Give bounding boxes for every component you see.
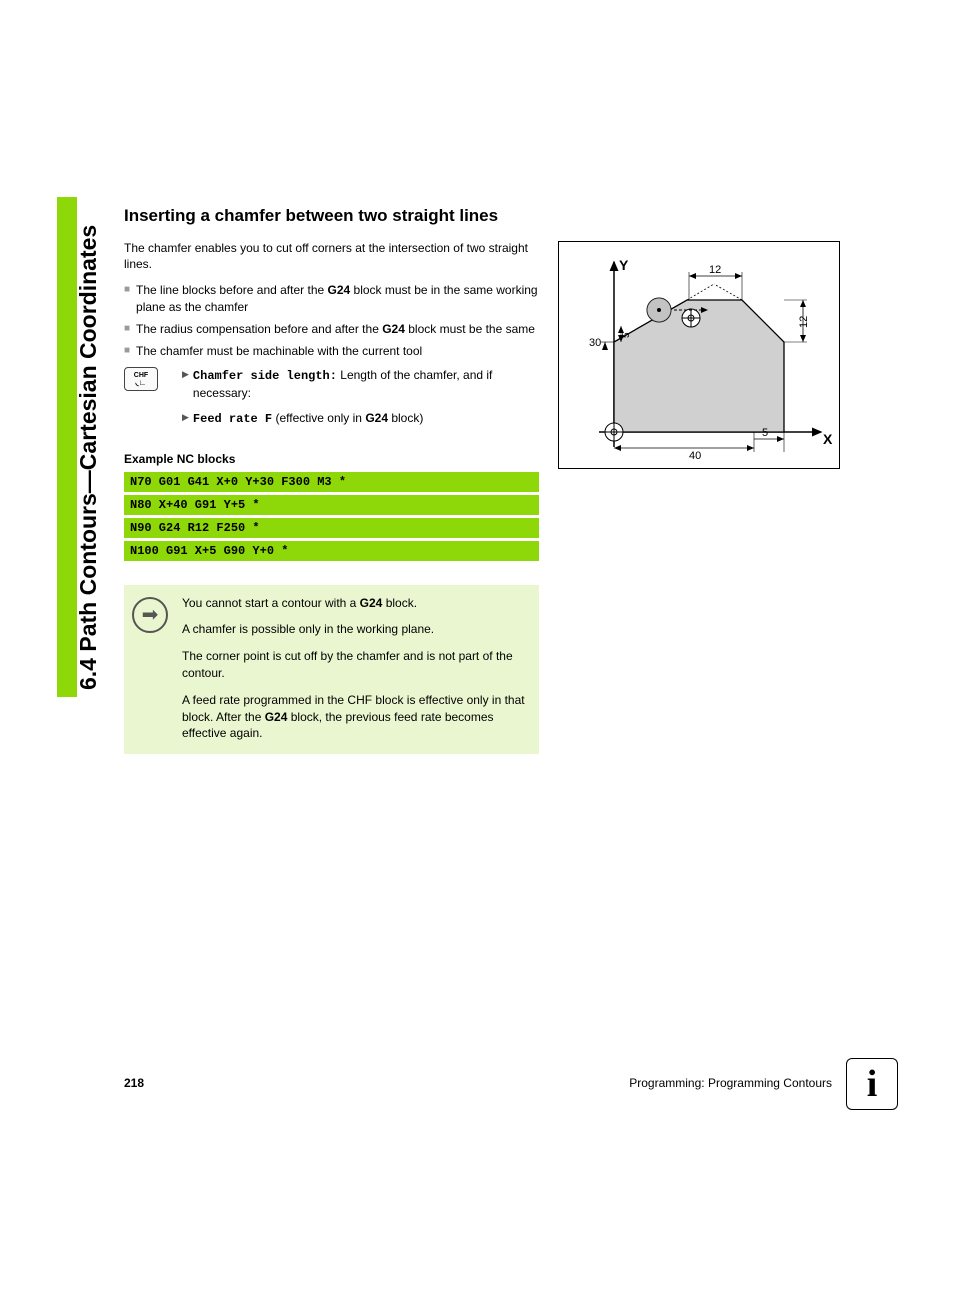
bullet-icon: ■	[124, 282, 130, 314]
page-number: 218	[124, 1076, 144, 1090]
note-paragraph: The corner point is cut off by the chamf…	[182, 648, 525, 682]
diagram-svg: Y X 12 12	[559, 242, 839, 468]
bullet-item: ■ The chamfer must be machinable with th…	[124, 343, 539, 359]
dim-top: 12	[709, 264, 721, 276]
chf-key-icon: ◟∟	[134, 379, 148, 387]
note-paragraph: A feed rate programmed in the CHF block …	[182, 692, 525, 742]
arrow-icon: ▶	[182, 410, 189, 428]
sidebar-accent-bar	[57, 197, 77, 697]
arrow-line: ▶ Feed rate F (effective only in G24 blo…	[182, 410, 539, 428]
dim-right: 12	[798, 316, 810, 328]
bullet-text: The chamfer must be machinable with the …	[136, 343, 422, 359]
bullet-icon: ■	[124, 321, 130, 337]
dim-left: 30	[589, 337, 601, 349]
chf-key-button[interactable]: CHF ◟∟	[124, 367, 158, 391]
bullet-icon: ■	[124, 343, 130, 359]
axis-x-label: X	[823, 431, 833, 447]
note-text: You cannot start a contour with a G24 bl…	[182, 595, 525, 743]
soft-key-block: CHF ◟∟ ▶ Chamfer side length: Length of …	[124, 367, 539, 435]
bullet-text: The radius compensation before and after…	[136, 321, 535, 337]
axis-y-label: Y	[619, 257, 629, 273]
sidebar-section-label: 6.4 Path Contours—Cartesian Coordinates	[75, 225, 102, 690]
chamfer-diagram: Y X 12 12	[558, 241, 840, 469]
bullet-list: ■ The line blocks before and after the G…	[124, 282, 539, 359]
intro-paragraph: The chamfer enables you to cut off corne…	[124, 240, 539, 272]
nc-block: N70 G01 G41 X+0 Y+30 F300 M3 *	[124, 472, 539, 492]
info-icon: i	[867, 1062, 878, 1106]
arrow-text: Feed rate F (effective only in G24 block…	[193, 410, 423, 428]
nc-block: N90 G24 R12 F250 *	[124, 518, 539, 538]
main-content: Inserting a chamfer between two straight…	[124, 206, 539, 754]
arrow-line: ▶ Chamfer side length: Length of the cha…	[182, 367, 539, 402]
note-paragraph: A chamfer is possible only in the workin…	[182, 621, 525, 638]
note-arrow-icon: ➡	[132, 597, 168, 633]
page-heading: Inserting a chamfer between two straight…	[124, 206, 539, 226]
nc-block: N100 G91 X+5 G90 Y+0 *	[124, 541, 539, 561]
note-box: ➡ You cannot start a contour with a G24 …	[124, 585, 539, 755]
arrow-text: Chamfer side length: Length of the chamf…	[193, 367, 539, 402]
bullet-item: ■ The radius compensation before and aft…	[124, 321, 539, 337]
nc-block: N80 X+40 G91 Y+5 *	[124, 495, 539, 515]
key-description: ▶ Chamfer side length: Length of the cha…	[182, 367, 539, 435]
example-heading: Example NC blocks	[124, 452, 539, 466]
dim-bottom-inner: 5	[762, 427, 768, 439]
note-paragraph: You cannot start a contour with a G24 bl…	[182, 595, 525, 612]
dim-bottom: 40	[689, 450, 701, 462]
bullet-item: ■ The line blocks before and after the G…	[124, 282, 539, 314]
footer-text: Programming: Programming Contours	[629, 1076, 832, 1090]
info-icon-box: i	[846, 1058, 898, 1110]
bullet-text: The line blocks before and after the G24…	[136, 282, 539, 314]
arrow-icon: ▶	[182, 367, 189, 402]
